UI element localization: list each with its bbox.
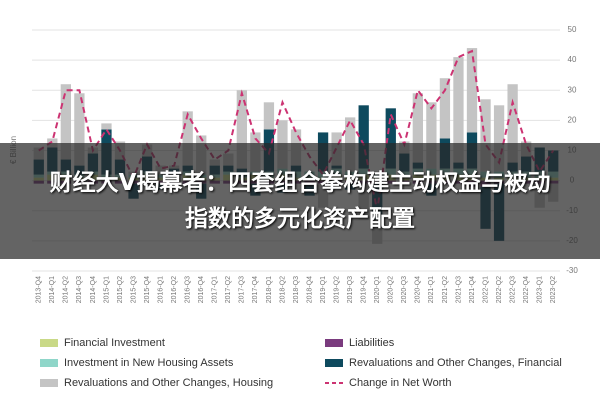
bar-segment: [385, 108, 396, 169]
x-tick-label: 2018-Q1: [266, 276, 273, 303]
legend-label: Financial Investment: [64, 337, 165, 349]
legend-label: Change in Net Worth: [349, 377, 452, 389]
bar-segment: [466, 48, 478, 133]
x-tick-label: 2019-Q3: [347, 276, 354, 303]
legend-swatch: [325, 359, 343, 367]
x-tick-label: 2015-Q4: [144, 276, 151, 303]
x-tick-label: 2023-Q2: [550, 276, 557, 303]
x-tick-label: 2023-Q1: [537, 276, 544, 303]
y-tick-label: 30: [568, 85, 577, 94]
x-tick-label: 2018-Q3: [293, 276, 300, 303]
x-tick-label: 2019-Q4: [361, 276, 368, 303]
bar-segment: [507, 84, 518, 163]
y-tick-label: -30: [566, 266, 578, 275]
bar-segment: [439, 78, 451, 139]
bar-segment: [74, 93, 85, 166]
x-tick-label: 2019-Q1: [320, 276, 327, 303]
x-tick-label: 2014-Q3: [76, 276, 83, 303]
bar-segment: [358, 105, 369, 169]
bar-segment: [453, 57, 464, 163]
x-tick-label: 2021-Q3: [455, 276, 462, 303]
overlay-banner: 财经大V揭幕者：四套组合拳构建主动权益与被动 指数的多元化资产配置: [0, 143, 600, 259]
y-tick-label: 50: [568, 25, 577, 34]
bar-segment: [236, 90, 247, 169]
overlay-text: 指数的多元化资产配置: [185, 206, 415, 232]
bar-segment: [493, 105, 505, 172]
x-tick-label: 2016-Q4: [198, 276, 205, 303]
x-tick-label: 2017-Q4: [252, 276, 259, 303]
legend-label: Revaluations and Other Changes, Financia…: [349, 357, 562, 369]
x-tick-label: 2016-Q1: [157, 276, 164, 303]
x-tick-label: 2021-Q2: [442, 276, 449, 303]
x-tick-label: 2022-Q4: [523, 276, 530, 303]
y-tick-label: 40: [568, 55, 577, 64]
legend-swatch: [325, 339, 343, 347]
x-tick-label: 2020-Q4: [415, 276, 422, 303]
bar-segment: [60, 84, 71, 160]
x-tick-label: 2014-Q4: [90, 276, 97, 303]
bar-segment: [480, 99, 491, 172]
x-tick-label: 2013-Q4: [36, 276, 43, 303]
x-tick-label: 2019-Q2: [333, 276, 340, 303]
bar-segment: [263, 102, 275, 130]
overlay-text: 财经大V揭幕者：四套组合拳构建主动权益与被动: [49, 170, 551, 196]
legend-swatch: [40, 359, 58, 367]
x-tick-label: 2020-Q2: [388, 276, 395, 303]
x-tick-label: 2022-Q2: [496, 276, 503, 303]
bar-segment: [47, 138, 58, 148]
x-tick-label: 2018-Q4: [306, 276, 313, 303]
x-tick-label: 2017-Q3: [239, 276, 246, 303]
bar-segment: [412, 93, 423, 163]
legend-label: Liabilities: [349, 337, 395, 349]
x-tick-label: 2018-Q2: [279, 276, 286, 303]
x-tick-label: 2015-Q1: [103, 276, 110, 303]
x-tick-label: 2022-Q1: [482, 276, 489, 303]
x-tick-label: 2020-Q3: [401, 276, 408, 303]
x-tick-label: 2014-Q2: [63, 276, 70, 303]
x-tick-label: 2015-Q3: [130, 276, 137, 303]
x-tick-label: 2016-Q3: [185, 276, 192, 303]
bar-segment: [101, 123, 112, 130]
x-tick-label: 2020-Q1: [374, 276, 381, 303]
bar-segment: [182, 111, 193, 166]
x-tick-label: 2021-Q1: [428, 276, 435, 303]
y-tick-label: 20: [568, 115, 577, 124]
bar-segment: [426, 102, 437, 169]
x-tick-label: 2016-Q2: [171, 276, 178, 303]
x-tick-label: 2022-Q3: [509, 276, 516, 303]
legend-label: Revaluations and Other Changes, Housing: [64, 377, 273, 389]
x-tick-label: 2017-Q2: [225, 276, 232, 303]
x-tick-label: 2021-Q4: [469, 276, 476, 303]
legend-swatch: [40, 339, 58, 347]
x-tick-label: 2015-Q2: [117, 276, 124, 303]
x-tick-label: 2017-Q1: [212, 276, 219, 303]
legend-swatch: [40, 379, 58, 387]
legend-label: Investment in New Housing Assets: [64, 357, 234, 369]
x-tick-label: 2014-Q1: [49, 276, 56, 303]
